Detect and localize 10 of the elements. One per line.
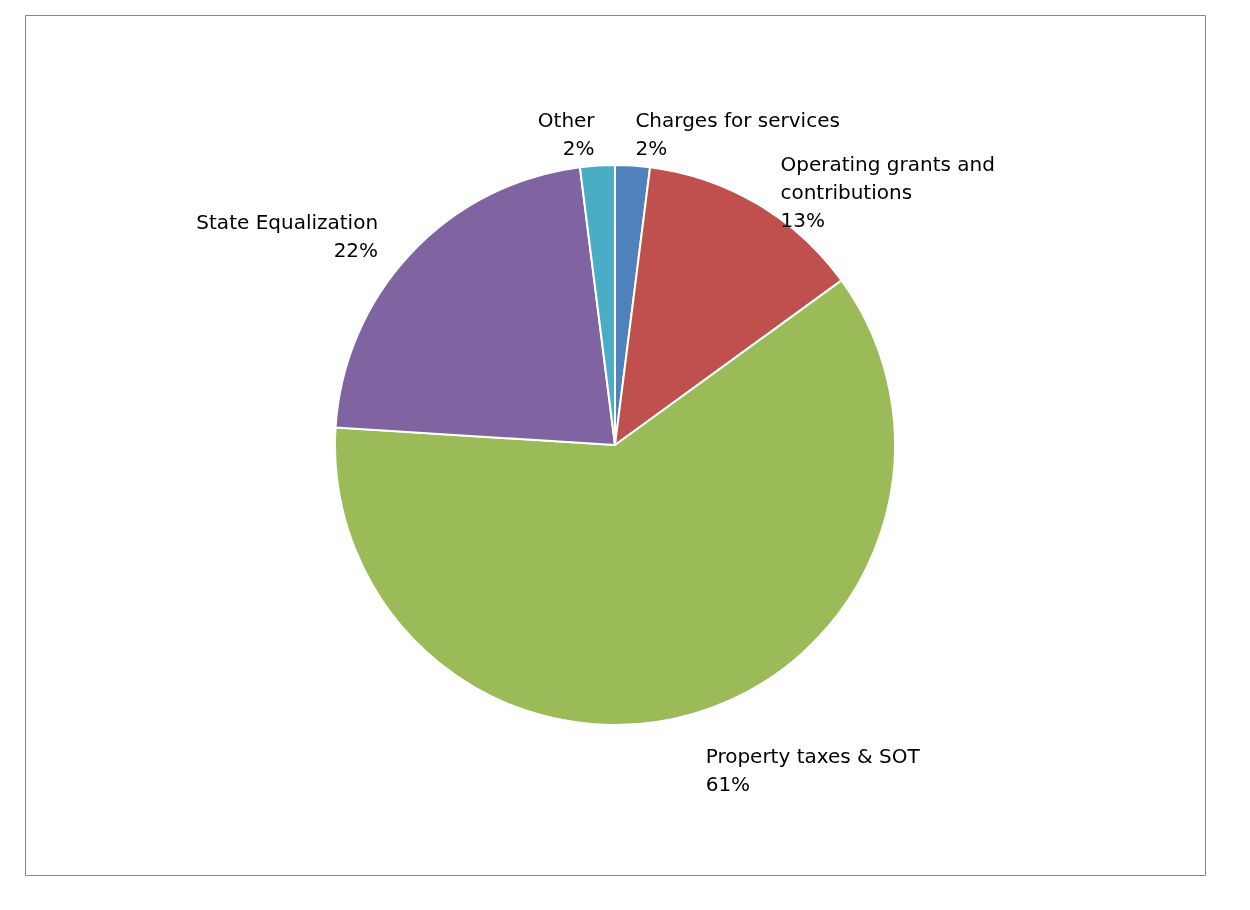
data-label: 2% [562, 135, 595, 160]
slice-label: Other [537, 107, 596, 132]
slice-label: Charges for services [635, 107, 840, 132]
data-label: 2% [635, 135, 668, 160]
slice-label: Property taxes & SOT [705, 744, 921, 769]
data-label: 22% [333, 237, 379, 262]
slice-label: State Equalization [196, 209, 379, 234]
slice-label: Operating grants and contributions [780, 152, 995, 205]
data-label: 61% [705, 772, 751, 797]
data-label: 13% [780, 208, 825, 233]
